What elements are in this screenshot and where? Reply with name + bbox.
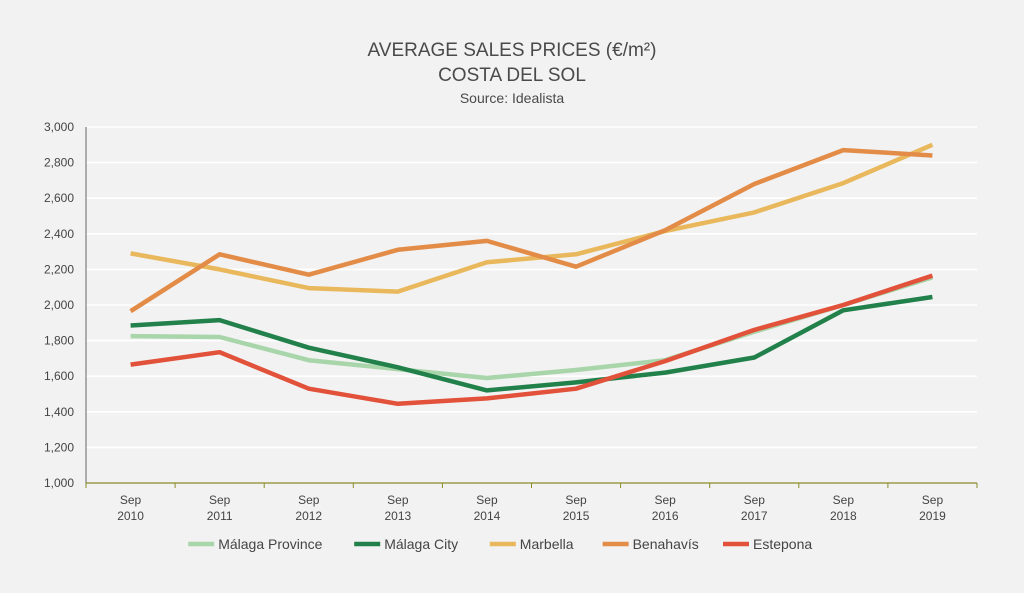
series-lines bbox=[129, 142, 934, 407]
y-tick-label: 3,000 bbox=[44, 120, 74, 134]
legend-label: Benahavís bbox=[633, 536, 699, 552]
x-tick-label: Sep 2019 bbox=[919, 493, 946, 523]
series-line-3 bbox=[129, 147, 933, 314]
legend: Málaga Province Málaga City Marbella Benaha… bbox=[188, 536, 812, 552]
y-tick-label: 1,600 bbox=[44, 369, 74, 383]
x-tick-label: Sep 2011 bbox=[207, 493, 233, 523]
gridlines bbox=[86, 126, 977, 449]
x-tick-month: Sep bbox=[387, 493, 409, 507]
legend-label: Estepona bbox=[753, 536, 812, 552]
series-line-2 bbox=[130, 142, 934, 294]
x-tick-label: Sep 2013 bbox=[384, 493, 411, 523]
x-tick-label: Sep 2018 bbox=[830, 493, 857, 523]
x-tick-year: 2012 bbox=[295, 509, 322, 523]
legend-label: Málaga City bbox=[384, 536, 458, 552]
x-tick-year: 2010 bbox=[117, 509, 144, 523]
x-tick-month: Sep bbox=[298, 493, 320, 507]
y-tick-label: 2,000 bbox=[44, 298, 74, 312]
y-axis-ticks: 1,000 1,200 1,400 1,600 1,800 2,000 2,200 2,400… bbox=[44, 120, 74, 490]
x-tick-label: Sep 2010 bbox=[117, 493, 144, 523]
x-tick-year: 2014 bbox=[474, 509, 501, 523]
x-tick-month: Sep bbox=[565, 493, 587, 507]
y-tick-label: 1,000 bbox=[44, 476, 74, 490]
legend-label: Marbella bbox=[520, 536, 574, 552]
chart-subtitle: Source: Idealista bbox=[460, 90, 564, 106]
y-tick-label: 2,200 bbox=[44, 262, 74, 276]
x-tick-month: Sep bbox=[922, 493, 944, 507]
x-tick-label: Sep 2017 bbox=[741, 493, 768, 523]
axes bbox=[85, 127, 978, 488]
x-tick-month: Sep bbox=[120, 493, 142, 507]
x-tick-label: Sep 2014 bbox=[474, 493, 501, 523]
y-tick-label: 1,400 bbox=[44, 405, 74, 419]
x-tick-year: 2015 bbox=[563, 509, 590, 523]
chart-title-line-2: COSTA DEL SOL bbox=[438, 65, 586, 86]
y-tick-label: 2,800 bbox=[44, 156, 74, 170]
x-tick-month: Sep bbox=[833, 493, 855, 507]
x-tick-label: Sep 2012 bbox=[295, 493, 322, 523]
chart-title-group: AVERAGE SALES PRICES (€/m²) COSTA DEL SO… bbox=[368, 40, 657, 106]
x-tick-year: 2017 bbox=[741, 509, 768, 523]
x-tick-year: 2016 bbox=[652, 509, 679, 523]
x-tick-year: 2013 bbox=[384, 509, 411, 523]
x-tick-year: 2011 bbox=[207, 509, 233, 523]
x-tick-year: 2019 bbox=[919, 509, 946, 523]
y-tick-label: 1,200 bbox=[44, 440, 74, 454]
chart-title-line-1: AVERAGE SALES PRICES (€/m²) bbox=[368, 40, 657, 61]
y-tick-label: 2,400 bbox=[44, 227, 74, 241]
x-tick-month: Sep bbox=[476, 493, 498, 507]
x-tick-month: Sep bbox=[654, 493, 676, 507]
x-tick-label: Sep 2015 bbox=[563, 493, 590, 523]
legend-label: Málaga Province bbox=[218, 536, 322, 552]
x-tick-label: Sep 2016 bbox=[652, 493, 679, 523]
series-line-4 bbox=[130, 273, 934, 407]
series-line-1 bbox=[130, 294, 933, 393]
x-tick-month: Sep bbox=[744, 493, 766, 507]
y-tick-label: 2,600 bbox=[44, 191, 74, 205]
x-axis-ticks: Sep 2010 Sep 2011 Sep 2012 Sep 2013 Sep 2014 Sep 20… bbox=[117, 493, 946, 523]
y-tick-label: 1,800 bbox=[44, 334, 74, 348]
x-tick-year: 2018 bbox=[830, 509, 857, 523]
x-tick-month: Sep bbox=[209, 493, 231, 507]
